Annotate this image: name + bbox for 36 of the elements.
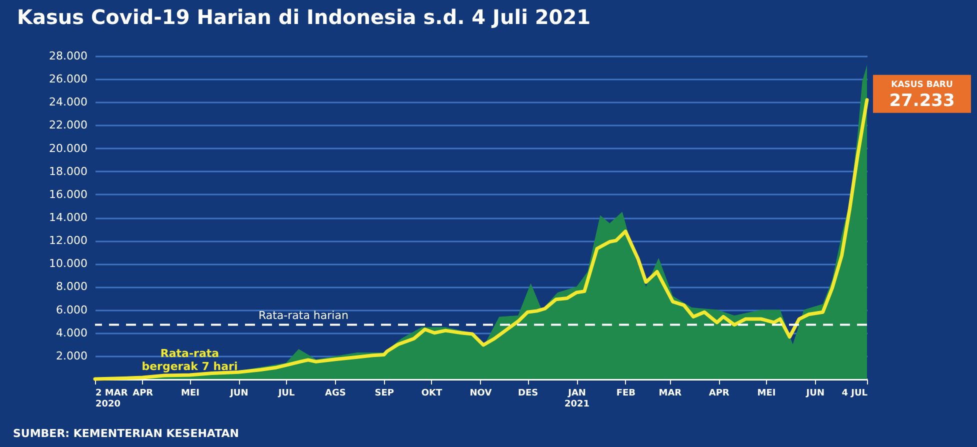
y-tick-label: 12.000 bbox=[49, 234, 88, 248]
x-tick-label: JUN bbox=[805, 388, 825, 398]
x-tick-label: APR bbox=[132, 388, 154, 398]
x-tick-label: OKT bbox=[421, 388, 444, 398]
x-tick-label: MAR bbox=[658, 388, 682, 398]
text: SUMBER: KEMENTERIAN KESEHATAN bbox=[13, 427, 239, 440]
y-tick-label: 24.000 bbox=[49, 96, 88, 109]
y-tick-label: 20.000 bbox=[49, 142, 88, 155]
y-tick-label: 22.000 bbox=[49, 118, 88, 132]
y-tick-label: 14.000 bbox=[49, 211, 88, 224]
x-tick-label: 4 JUL bbox=[842, 388, 868, 398]
y-tick-label: 16.000 bbox=[49, 188, 88, 201]
series-label: Rata-rata bergerak 7 hari bbox=[142, 346, 238, 373]
y-tick-label: 8.000 bbox=[56, 280, 88, 294]
x-tick-label: APR bbox=[708, 388, 730, 398]
x-tick-label: DES bbox=[518, 388, 538, 398]
x-tick-label: JUL bbox=[277, 388, 295, 398]
x-tick-label: JUN bbox=[229, 388, 248, 398]
y-tick-label: 10.000 bbox=[49, 257, 88, 270]
y-tick-label: 4.000 bbox=[56, 326, 88, 340]
y-tick-label: 26.000 bbox=[49, 72, 88, 86]
y-tick-label: 2.000 bbox=[56, 349, 88, 362]
x-tick-label: 2 MAR 2020 bbox=[96, 388, 128, 410]
y-tick-label: 18.000 bbox=[49, 164, 88, 178]
x-tick-label: SEP bbox=[374, 388, 394, 398]
x-tick-label: MEI bbox=[180, 388, 200, 398]
x-tick-label: NOV bbox=[470, 388, 492, 398]
annotation: KASUS BARU 27.233 bbox=[889, 80, 955, 111]
ref-line-label: Rata-rata harian bbox=[258, 308, 348, 322]
x-tick-label: JAN 2021 bbox=[564, 388, 590, 410]
x-tick-label: MEI bbox=[757, 388, 776, 398]
y-tick-label: 28.000 bbox=[49, 50, 88, 62]
x-tick-label: FEB bbox=[616, 388, 636, 398]
y-tick-label: 6.000 bbox=[56, 303, 88, 316]
chart-title: Kasus Covid-19 Harian di Indonesia s.d. 4 Juli 2021 bbox=[17, 5, 591, 29]
x-tick-label: AGS bbox=[325, 388, 346, 398]
